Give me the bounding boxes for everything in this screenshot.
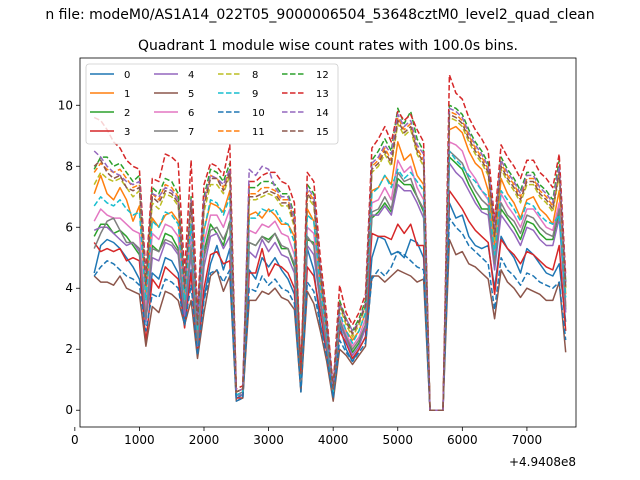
x-tick-label: 0 <box>71 433 79 447</box>
y-tick-label: 2 <box>65 342 73 356</box>
legend-label-11: 11 <box>252 127 265 138</box>
y-tick-label: 6 <box>65 220 73 234</box>
legend-label-10: 10 <box>252 108 265 119</box>
chart-suptitle: n file: modeM0/AS1A14_022T05_9000006504_… <box>45 7 594 23</box>
series-layer <box>93 74 567 411</box>
x-tick-label: 6000 <box>447 433 478 447</box>
legend-label-1: 1 <box>124 89 130 100</box>
x-tick-label: 2000 <box>189 433 220 447</box>
series-line-13 <box>93 74 567 411</box>
x-tick-label: 3000 <box>253 433 284 447</box>
legend-label-6: 6 <box>188 108 194 119</box>
x-tick-label: 5000 <box>382 433 413 447</box>
y-tick-label: 10 <box>58 98 73 112</box>
legend-label-14: 14 <box>316 108 329 119</box>
legend-label-8: 8 <box>252 70 258 81</box>
legend-label-4: 4 <box>188 70 194 81</box>
x-tick-label: 4000 <box>318 433 349 447</box>
legend-label-9: 9 <box>252 89 258 100</box>
y-axis: 0 2 4 6 8 10 <box>58 98 80 417</box>
legend-label-13: 13 <box>316 89 329 100</box>
x-tick-label: 1000 <box>124 433 155 447</box>
series-line-15 <box>93 113 567 411</box>
legend-label-3: 3 <box>124 127 130 138</box>
y-tick-label: 4 <box>65 281 73 295</box>
x-tick-label: 7000 <box>512 433 543 447</box>
plot-frame <box>79 57 577 428</box>
y-tick-label: 8 <box>65 159 73 173</box>
legend-label-2: 2 <box>124 108 130 119</box>
series-line-9 <box>93 150 567 411</box>
legend-label-7: 7 <box>188 127 194 138</box>
series-line-10 <box>93 217 567 411</box>
x-axis: 0 1000 2000 3000 4000 5000 6000 7000 <box>71 427 542 447</box>
x-offset-label: +4.9408e8 <box>509 455 576 469</box>
legend-label-0: 0 <box>124 70 130 81</box>
series-line-5 <box>93 238 567 411</box>
legend-box <box>85 63 339 145</box>
series-line-12 <box>93 104 567 411</box>
y-tick-label: 0 <box>65 403 73 417</box>
chart-title: Quadrant 1 module wise count rates with … <box>138 38 518 54</box>
legend-label-12: 12 <box>316 70 329 81</box>
legend-label-15: 15 <box>316 127 329 138</box>
legend-label-5: 5 <box>188 89 194 100</box>
